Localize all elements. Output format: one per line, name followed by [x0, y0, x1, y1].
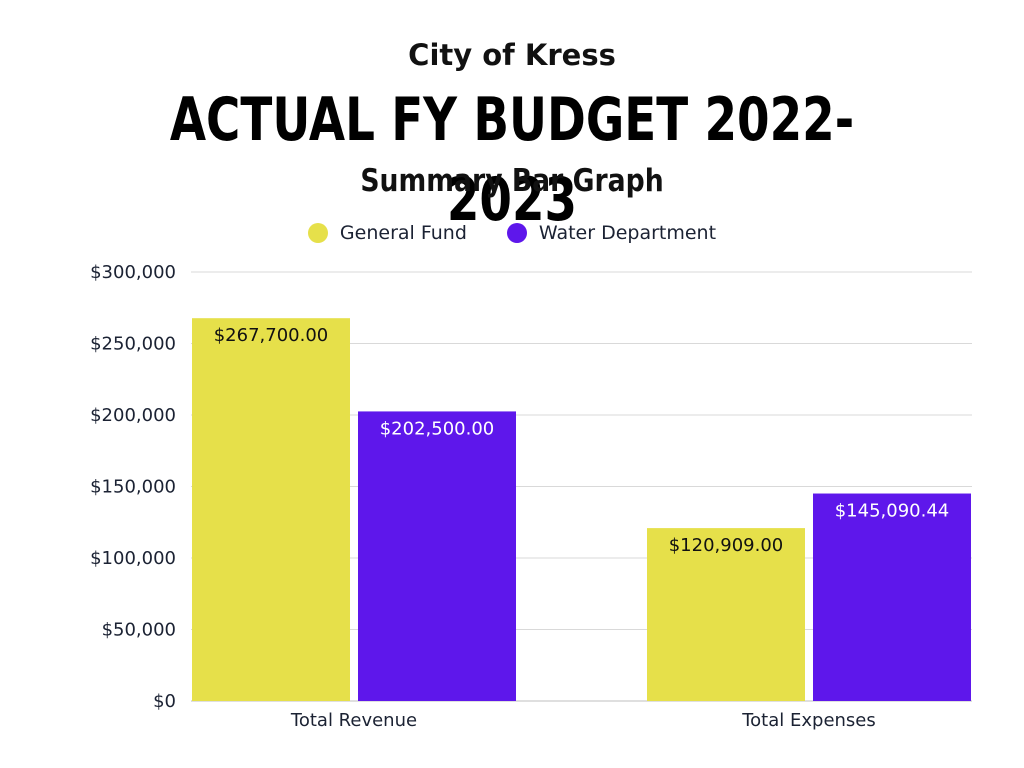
y-tick-label: $300,000 [90, 262, 176, 283]
x-category-label: Total Revenue [290, 710, 417, 731]
bar-general-fund-total-revenue [192, 318, 350, 701]
chart-subtitle: Summary Bar Graph [360, 163, 664, 199]
y-tick-label: $150,000 [90, 477, 176, 498]
chart-main-title: ACTUAL FY BUDGET 2022-2023 [169, 85, 855, 235]
bar-general-fund-total-expenses [647, 528, 805, 701]
y-tick-label: $200,000 [90, 405, 176, 426]
chart-legend: General Fund Water Department [0, 222, 1024, 244]
legend-label-general-fund: General Fund [339, 222, 467, 244]
legend-swatch-water-department [506, 223, 527, 243]
y-tick-label: $0 [153, 691, 176, 712]
organization-title: City of Kress [408, 38, 616, 72]
y-tick-label: $250,000 [90, 334, 176, 355]
legend-label-water-department: Water Department [538, 222, 717, 244]
data-label: $267,700.00 [214, 325, 329, 346]
legend-swatch-general-fund [307, 223, 328, 243]
data-label: $120,909.00 [669, 535, 784, 556]
data-label: $202,500.00 [380, 418, 495, 439]
x-category-label: Total Expenses [741, 710, 876, 731]
data-label: $145,090.44 [835, 501, 950, 522]
bar-water-department-total-revenue [358, 411, 516, 701]
legend-item-water-department: Water Department [506, 222, 717, 244]
y-tick-label: $50,000 [102, 620, 176, 641]
y-tick-label: $100,000 [90, 548, 176, 569]
bar-water-department-total-expenses [813, 493, 971, 701]
legend-item-general-fund: General Fund [307, 222, 467, 244]
